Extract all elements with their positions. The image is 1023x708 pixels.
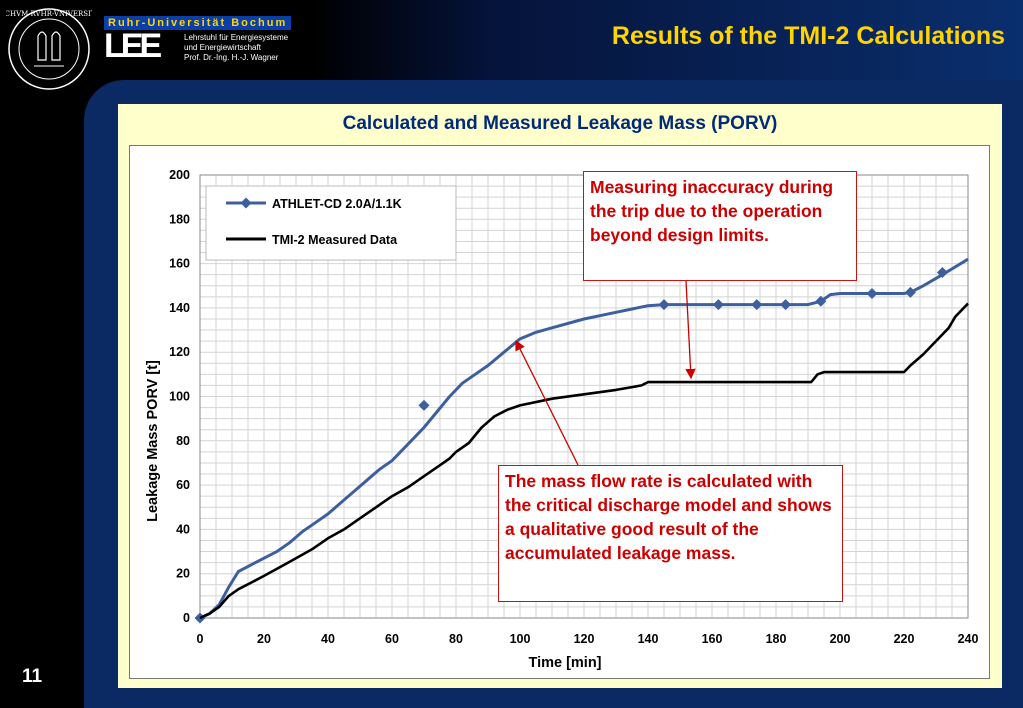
annotation-mass-flow-rate: The mass flow rate is calculated with th… — [498, 465, 843, 602]
chair-line-2: und Energiewirtschaft — [184, 43, 261, 52]
page-number: 11 — [22, 666, 43, 687]
y-tick-label: 180 — [169, 212, 190, 226]
legend-marker-athlet — [240, 197, 252, 209]
chair-line-3: Prof. Dr.-Ing. H.-J. Wagner — [184, 53, 279, 62]
data-point-athlet — [904, 286, 916, 298]
data-point-athlet — [780, 299, 792, 311]
seal-text: BOCHVM RVHR-VNIVERSITAT — [6, 10, 92, 18]
x-tick-label: 100 — [510, 632, 531, 646]
y-tick-label: 140 — [169, 301, 190, 315]
x-tick-label: 40 — [321, 632, 335, 646]
legend-label-tmi2: TMI-2 Measured Data — [272, 233, 398, 247]
chart-series — [194, 257, 969, 624]
y-tick-label: 200 — [169, 168, 190, 182]
legend-label-athlet: ATHLET-CD 2.0A/1.1K — [272, 197, 402, 211]
data-point-athlet — [712, 299, 724, 311]
x-tick-label: 180 — [766, 632, 787, 646]
chart-title: Calculated and Measured Leakage Mass (PO… — [342, 113, 778, 134]
slide-title: Results of the TMI-2 Calculations — [611, 22, 1005, 50]
x-tick-label: 140 — [638, 632, 659, 646]
x-tick-label: 240 — [958, 632, 979, 646]
y-tick-label: 120 — [169, 345, 190, 359]
x-tick-label: 200 — [830, 632, 851, 646]
y-tick-label: 40 — [176, 522, 190, 536]
data-point-athlet — [418, 399, 430, 411]
legend-box — [205, 185, 457, 261]
lee-logo: LEE — [104, 27, 162, 65]
annotation-measuring-inaccuracy: Measuring inaccuracy during the trip due… — [583, 171, 857, 281]
x-tick-label: 160 — [702, 632, 723, 646]
data-point-athlet — [751, 299, 763, 311]
y-tick-label: 0 — [183, 611, 190, 625]
x-tick-label: 120 — [574, 632, 595, 646]
chair-info: Lehrstuhl für Energiesysteme und Energie… — [184, 33, 288, 63]
x-axis-label: Time [min] — [528, 655, 601, 671]
chair-line-1: Lehrstuhl für Energiesysteme — [184, 33, 289, 42]
data-point-athlet — [815, 295, 827, 307]
x-tick-label: 80 — [449, 632, 463, 646]
header-gradient — [310, 0, 1023, 80]
x-tick-label: 20 — [257, 632, 271, 646]
y-tick-label: 80 — [176, 434, 190, 448]
data-point-athlet — [866, 288, 878, 300]
series-line-tmi2 — [199, 302, 969, 620]
y-tick-label: 20 — [176, 567, 190, 581]
x-tick-label: 220 — [894, 632, 915, 646]
x-tick-label: 0 — [197, 632, 204, 646]
y-tick-label: 100 — [169, 390, 190, 404]
chart-legend: ATHLET-CD 2.0A/1.1K TMI-2 Measured Data — [205, 185, 457, 261]
data-point-athlet — [658, 299, 670, 311]
university-seal-icon: BOCHVM RVHR-VNIVERSITAT — [6, 8, 92, 90]
y-tick-label: 60 — [176, 478, 190, 492]
y-tick-label: 160 — [169, 257, 190, 271]
y-axis-label: Leakage Mass PORV [t] — [145, 360, 161, 522]
chart-tick-labels: 0 20 40 60 80 100 120 140 160 180 200 220 240 0 20 40 60… — [169, 168, 978, 646]
x-tick-label: 60 — [385, 632, 399, 646]
university-name: Ruhr-Universität Bochum — [104, 16, 292, 30]
